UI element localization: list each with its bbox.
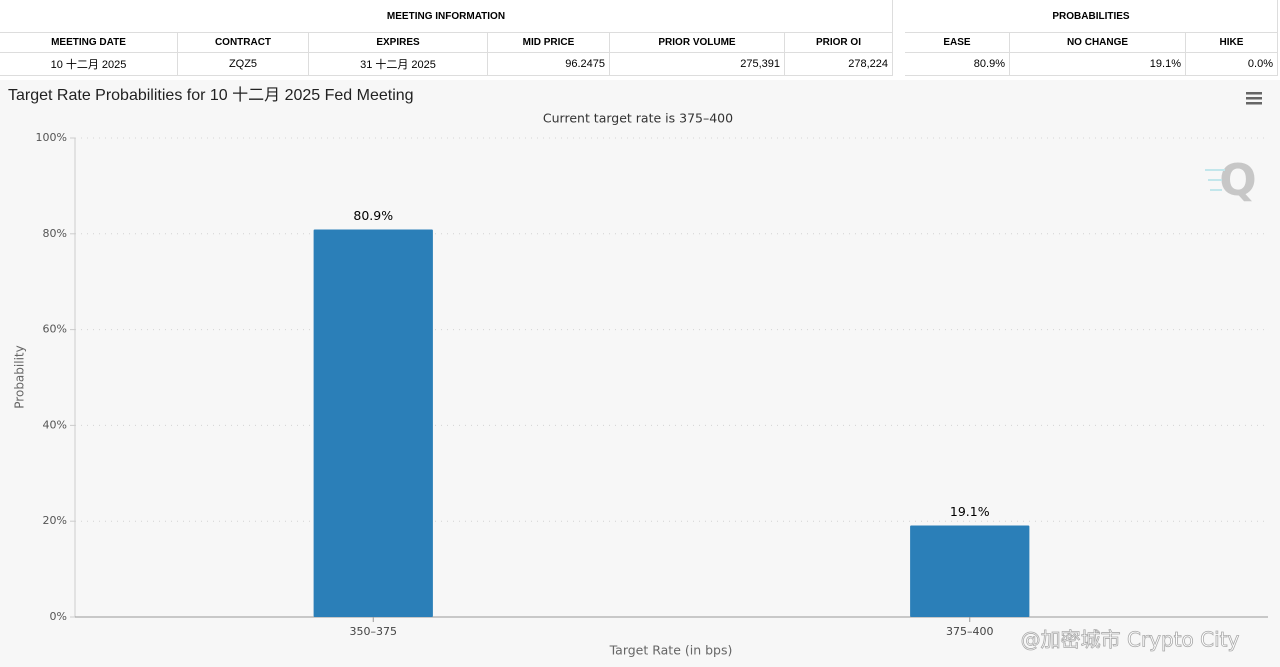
table-title: MEETING INFORMATION <box>0 0 893 33</box>
meeting-table: MEETING INFORMATION MEETING DATE CONTRACT E… <box>0 0 893 76</box>
logo-letter: Q <box>1219 155 1256 206</box>
column-header: NO CHANGE <box>1010 33 1186 53</box>
column-header: EXPIRES <box>309 33 488 53</box>
probabilities-table: PROBABILITIES EASE NO CHANGE HIKE 80.9% 19.1%… <box>905 0 1278 76</box>
table-cell: 19.1% <box>1010 53 1186 76</box>
menu-bar <box>1246 102 1262 105</box>
watermark: @加密城市 Crypto City <box>1021 628 1240 652</box>
y-tick-label: 20% <box>43 514 67 527</box>
y-tick-label: 0% <box>50 610 67 623</box>
x-axis-label: Target Rate (in bps) <box>609 643 733 658</box>
column-header: EASE <box>905 33 1010 53</box>
chart-background <box>0 80 1280 667</box>
table-cell: 96.2475 <box>488 53 610 76</box>
table-cell: 278,224 <box>785 53 893 76</box>
table-cell: 10 十二月 2025 <box>0 53 178 76</box>
y-tick-label: 80% <box>43 227 67 240</box>
value-label: 19.1% <box>950 504 990 519</box>
table-cell: 0.0% <box>1186 53 1278 76</box>
menu-bar <box>1246 97 1262 100</box>
table-cell: 31 十二月 2025 <box>309 53 488 76</box>
y-tick-label: 100% <box>36 131 67 144</box>
x-tick-label: 350–375 <box>350 625 398 638</box>
y-tick-label: 40% <box>43 418 67 431</box>
table-title: PROBABILITIES <box>905 0 1278 33</box>
table-cell: 275,391 <box>610 53 785 76</box>
column-header: CONTRACT <box>178 33 309 53</box>
x-tick-label: 375–400 <box>946 625 994 638</box>
chart-subtitle: Current target rate is 375–400 <box>543 111 733 126</box>
chart-title: Target Rate Probabilities for 10 十二月 202… <box>8 86 414 104</box>
column-header: HIKE <box>1186 33 1278 53</box>
y-tick-label: 60% <box>43 323 67 336</box>
column-header: MEETING DATE <box>0 33 178 53</box>
column-header: PRIOR VOLUME <box>610 33 785 53</box>
bar <box>313 229 433 617</box>
menu-button[interactable] <box>1246 92 1262 105</box>
table-cell: ZQZ5 <box>178 53 309 76</box>
chart: Target Rate Probabilities for 10 十二月 202… <box>0 80 1280 667</box>
column-header: PRIOR OI <box>785 33 893 53</box>
bar <box>910 525 1030 617</box>
table-cell: 80.9% <box>905 53 1010 76</box>
value-label: 80.9% <box>353 208 393 223</box>
menu-bar <box>1246 92 1262 95</box>
y-axis-label: Probability <box>13 345 27 408</box>
column-header: MID PRICE <box>488 33 610 53</box>
logo: Q <box>1205 155 1257 206</box>
